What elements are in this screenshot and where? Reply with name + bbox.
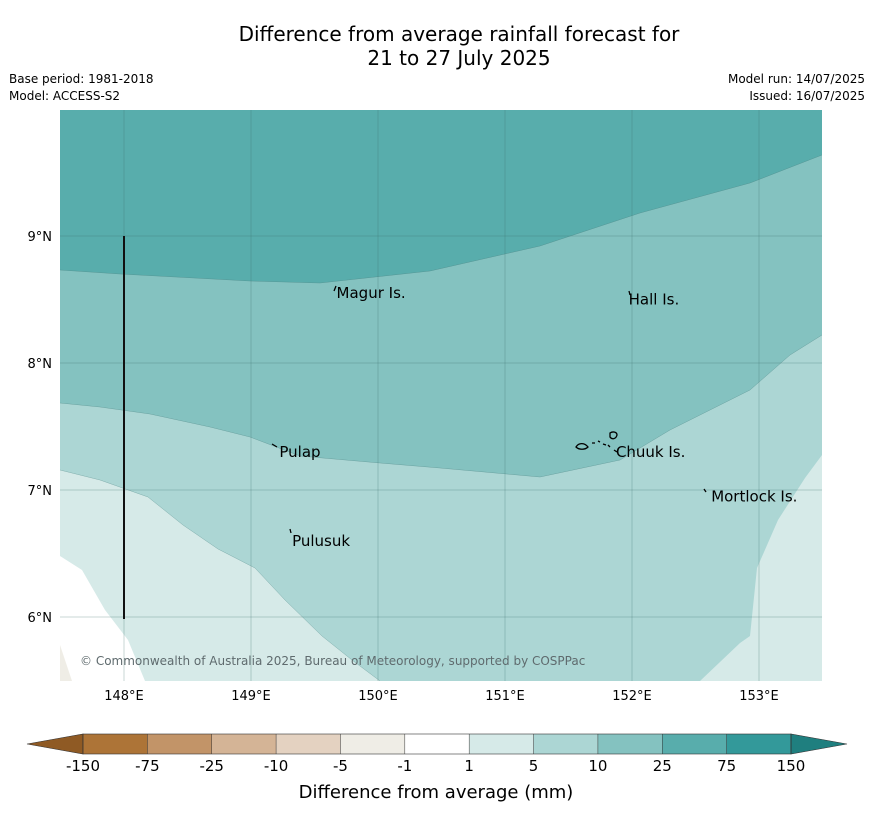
latitude-label: 7°N	[28, 484, 53, 499]
colorbar-tick-label: 25	[653, 757, 672, 775]
latitude-label: 8°N	[28, 357, 53, 372]
place-label: Mortlock Is.	[711, 487, 797, 505]
base-period-text: Base period: 1981-2018	[9, 72, 154, 86]
right-metadata: Model run: 14/07/2025 Issued: 16/07/2025	[728, 71, 865, 105]
colorbar-tick-label: 150	[777, 757, 806, 775]
colorbar-segment	[597, 734, 663, 754]
latitude-label: 9°N	[28, 230, 53, 245]
colorbar-segment	[533, 734, 599, 754]
latitude-labels: 9°N 8°N 7°N 6°N	[28, 230, 53, 626]
colorbar-tick-label: -75	[135, 757, 160, 775]
place-label: Magur Is.	[337, 284, 406, 302]
colorbar-under-arrow	[26, 733, 84, 755]
longitude-label: 152°E	[612, 689, 652, 704]
title-line-2: 21 to 27 July 2025	[367, 46, 551, 70]
colorbar-segment	[404, 734, 470, 754]
issued-text: Issued: 16/07/2025	[749, 89, 865, 103]
colorbar-tick-label: -25	[199, 757, 224, 775]
contour-minus5	[60, 645, 72, 681]
model-text: Model: ACCESS-S2	[9, 89, 121, 103]
latitude-label: 6°N	[28, 611, 53, 626]
chuuk-atoll-center-shape	[592, 440, 611, 448]
place-label: Chuuk Is.	[616, 443, 685, 461]
chuuk-atoll-south-shape	[613, 449, 618, 453]
contour-neutral	[60, 556, 145, 681]
longitude-label: 150°E	[358, 689, 398, 704]
longitude-label: 149°E	[231, 689, 271, 704]
colorbar: -150 -75 -25 -10 -5 -1 1 5 10 25 75 150	[26, 733, 848, 775]
island-markers	[271, 285, 707, 534]
longitude-label: 153°E	[739, 689, 779, 704]
colorbar-tick-label: -150	[66, 757, 100, 775]
colorbar-tick-label: -1	[397, 757, 412, 775]
place-label: Hall Is.	[629, 291, 680, 309]
longitude-label: 148°E	[104, 689, 144, 704]
colorbar-tick-label: 5	[529, 757, 539, 775]
chuuk-atoll-east-shape	[609, 431, 618, 440]
colorbar-segment	[211, 734, 277, 754]
hall-island-shape	[628, 290, 631, 296]
colorbar-tick-label: 10	[588, 757, 607, 775]
colorbar-segment	[340, 734, 406, 754]
colorbar-tick-label: -5	[333, 757, 348, 775]
pulap-island-shape	[271, 443, 278, 448]
colorbar-over-arrow	[790, 733, 848, 755]
colorbar-segment	[276, 734, 341, 754]
chuuk-atoll-west-shape	[575, 442, 589, 450]
colorbar-title: Difference from average (mm)	[299, 782, 574, 803]
copyright-notice: © Commonwealth of Australia 2025, Bureau…	[80, 654, 585, 668]
mortlock-island-shape	[703, 488, 707, 493]
colorbar-tick-label: 75	[717, 757, 736, 775]
title-line-1: Difference from average rainfall forecas…	[238, 22, 680, 46]
colorbar-segment	[469, 734, 534, 754]
rainfall-contours	[60, 110, 822, 681]
colorbar-tick-label: 1	[464, 757, 474, 775]
contour-1-5-west	[60, 470, 380, 681]
graticule	[60, 110, 822, 681]
colorbar-segment	[147, 734, 213, 754]
colorbar-segment	[726, 734, 792, 754]
colorbar-segment	[662, 734, 727, 754]
place-label: Pulusuk	[292, 532, 350, 550]
colorbar-segment	[83, 734, 148, 754]
model-run-text: Model run: 14/07/2025	[727, 72, 865, 86]
place-label: Pulap	[279, 443, 320, 461]
map-title: Difference from average rainfall forecas…	[0, 22, 873, 70]
contour-1-5-east	[700, 455, 822, 681]
magur-island-shape	[333, 285, 337, 292]
colorbar-tick-label: -10	[264, 757, 289, 775]
place-labels: Magur Is. Hall Is. Pulap Chuuk Is. Mortlock …	[279, 284, 797, 550]
left-metadata: Base period: 1981-2018 Model: ACCESS-S2	[9, 71, 154, 105]
longitude-label: 151°E	[485, 689, 525, 704]
pulusuk-island-shape	[289, 528, 292, 534]
longitude-labels: 148°E 149°E 150°E 151°E 152°E 153°E	[104, 689, 779, 704]
